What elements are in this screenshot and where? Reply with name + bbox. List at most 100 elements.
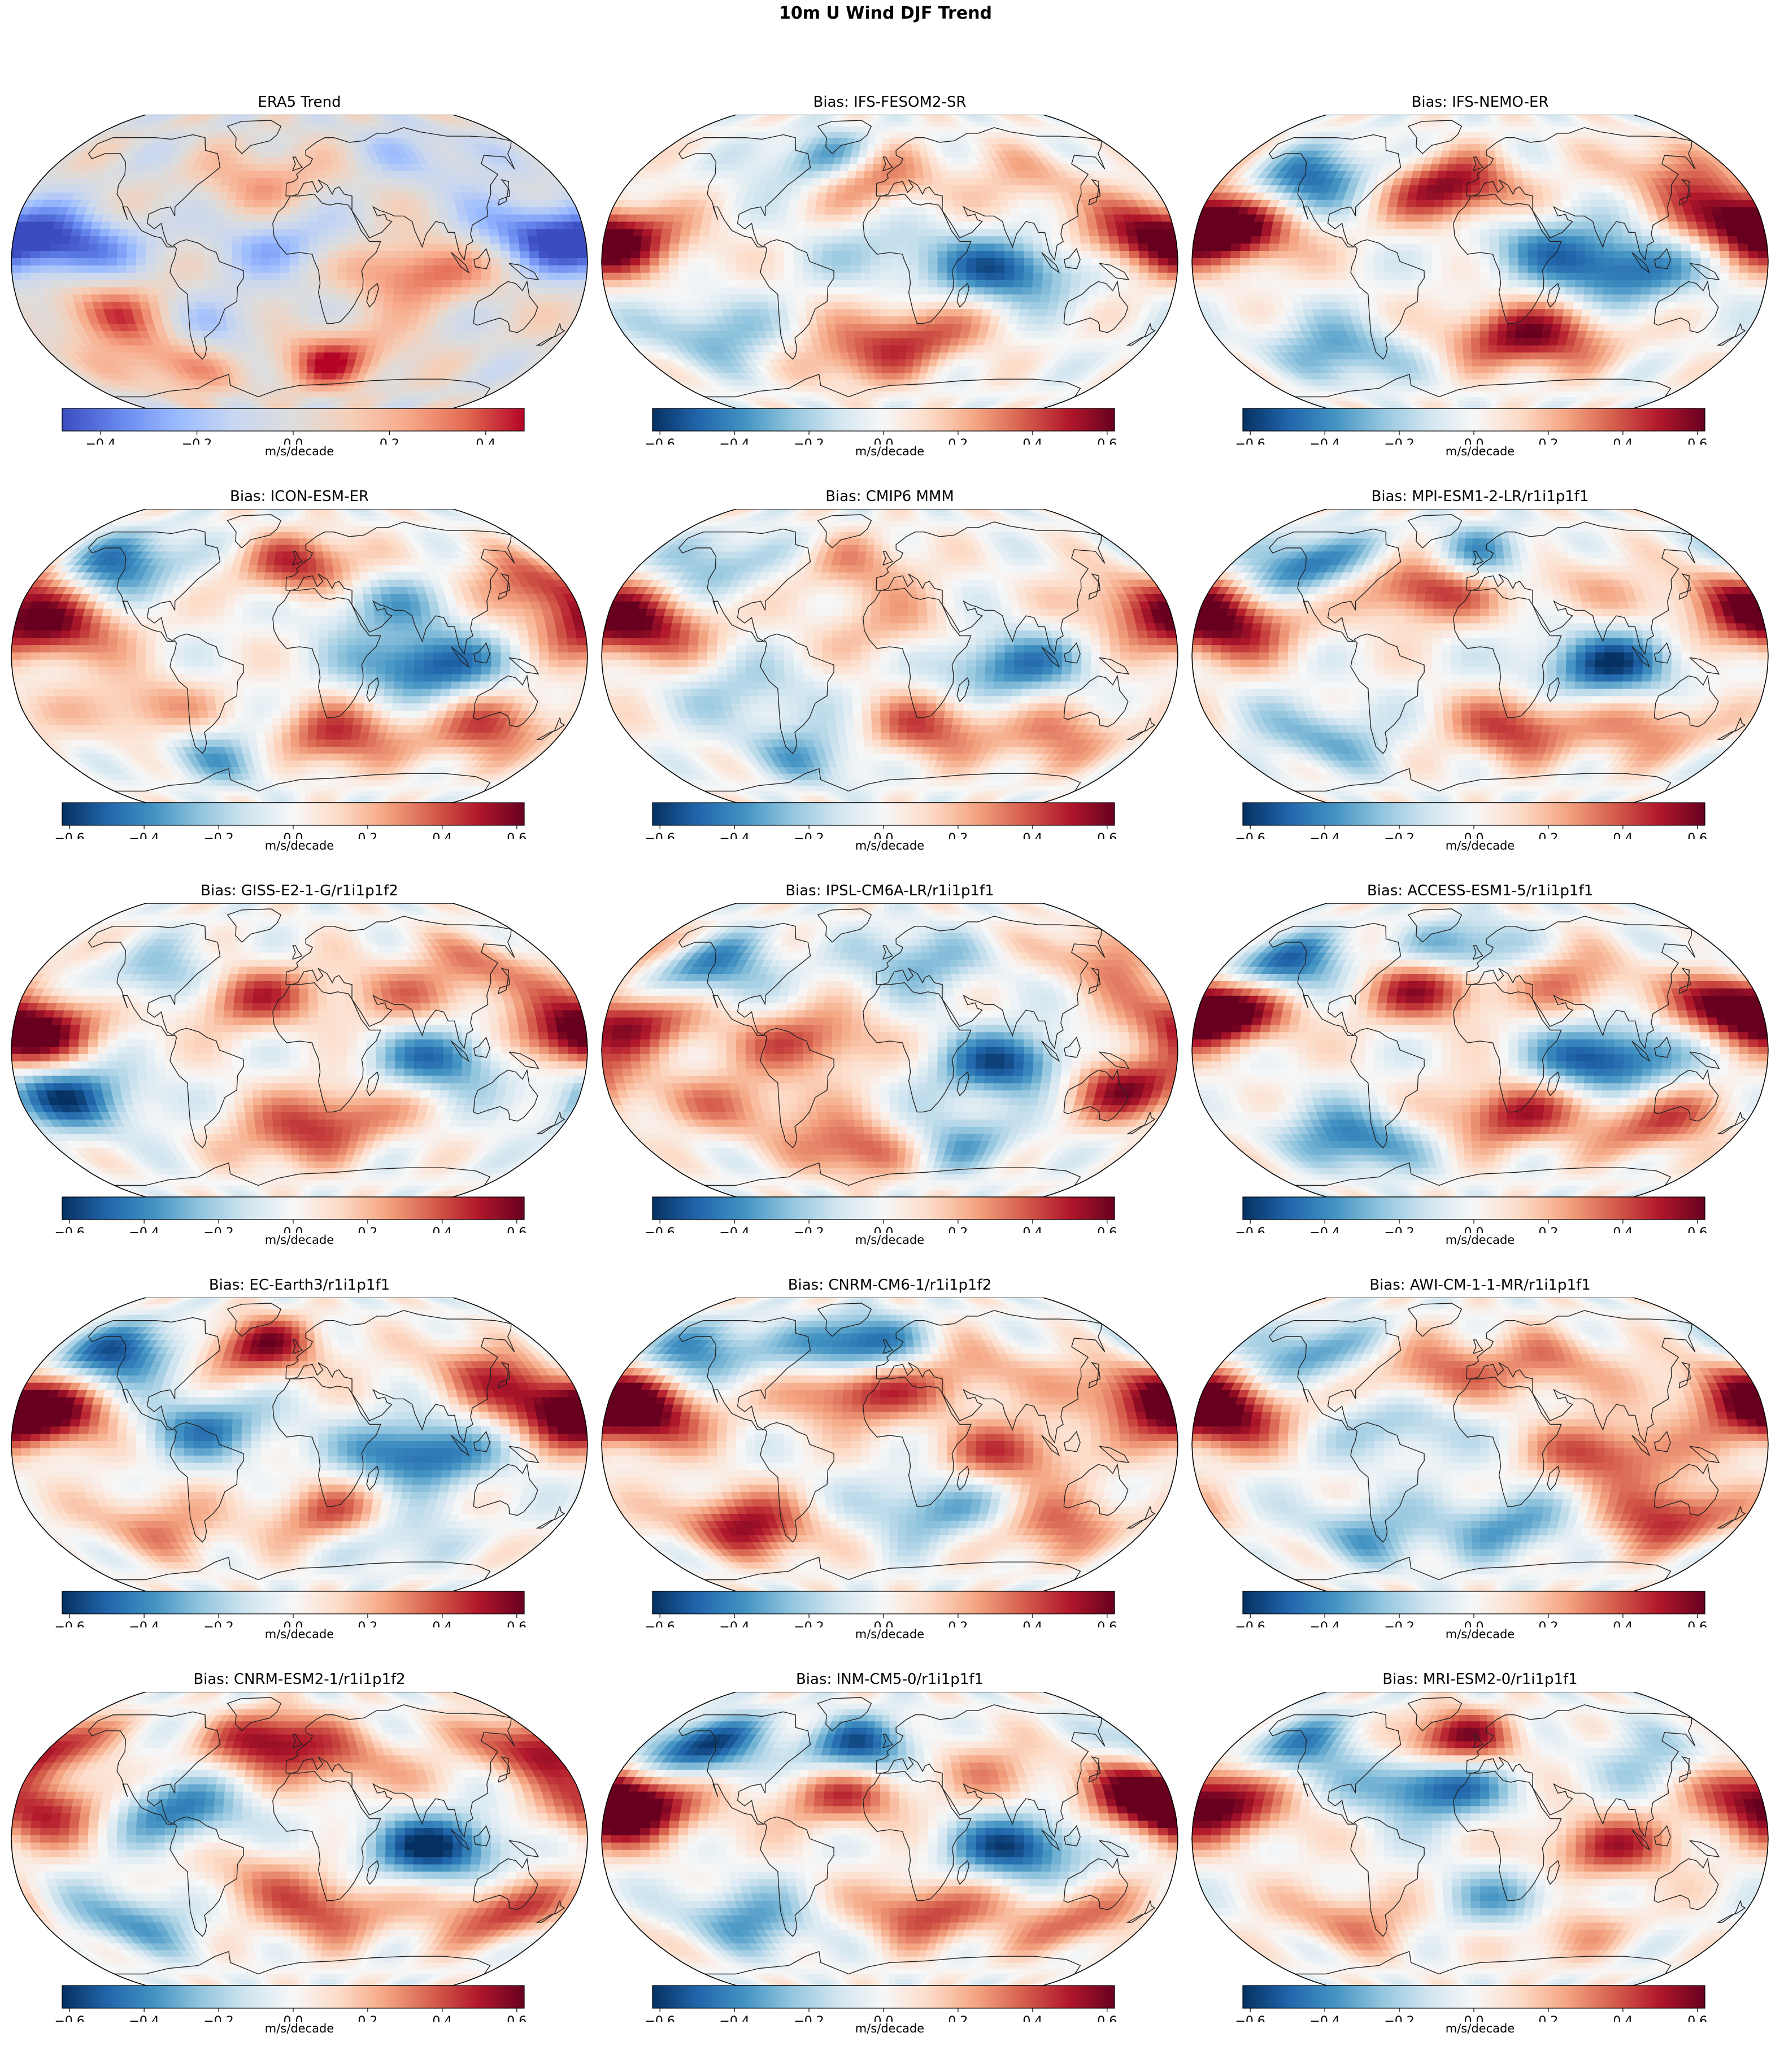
map-border — [601, 115, 1178, 409]
robinson-map — [1191, 115, 1769, 409]
colorbar-tick-label: 0.6 — [1687, 1620, 1707, 1627]
coastlines — [88, 1697, 565, 1975]
robinson-map — [601, 1298, 1178, 1592]
colorbar-tick-label: −0.6 — [1235, 1620, 1265, 1627]
trend-field — [602, 903, 1178, 1197]
colorbar-label: m/s/decade — [1186, 1627, 1771, 1641]
map-panel: Bias: GISS-E2-1-G/r1i1p1f2 −0.6 −0.4 −0.2 0.… — [6, 881, 593, 1276]
map-panel: Bias: CNRM-CM6-1/r1i1p1f2 −0.6 −0.4 −0.2 0.0… — [596, 1275, 1183, 1670]
trend-field — [11, 115, 588, 408]
map-border — [1191, 903, 1769, 1198]
trend-field — [1192, 1692, 1768, 1986]
colorbar-label: m/s/decade — [1186, 445, 1771, 458]
panel-title: Bias: ACCESS-ESM1-5/r1i1p1f1 — [1186, 881, 1771, 901]
colorbar-tick-label: 0.6 — [1097, 437, 1117, 445]
map-border — [1191, 1298, 1769, 1592]
colorbar-tick-label: 0.2 — [1538, 1620, 1558, 1627]
colorbar-tick-label: −0.4 — [85, 437, 115, 445]
colorbar-tick-label: 0.6 — [507, 2014, 526, 2022]
map-border — [1191, 1692, 1769, 1986]
colorbar-tick-label: −0.2 — [182, 437, 212, 445]
colorbar-tick-label: −0.2 — [1384, 832, 1414, 839]
robinson-map — [601, 1692, 1178, 1986]
colorbar-tick-label: −0.4 — [1309, 1620, 1339, 1627]
robinson-map — [11, 509, 588, 803]
colorbar-tick-label: 0.6 — [1687, 1226, 1707, 1233]
map-border — [1191, 509, 1769, 803]
colorbar-tick-label: 0.6 — [1097, 832, 1117, 839]
colorbar-gradient — [62, 1591, 525, 1614]
colorbar-tick-label: 0.2 — [1538, 2014, 1558, 2022]
colorbar-tick-label: 0.6 — [1097, 1226, 1117, 1233]
trend-field — [602, 1692, 1178, 1986]
colorbar-tick-label: −0.4 — [1309, 437, 1339, 445]
map-panel: Bias: INM-CM5-0/r1i1p1f1 −0.6 −0.4 −0.2 0.0 0… — [596, 1669, 1183, 2065]
colorbar-tick-label: 0.0 — [1464, 437, 1484, 445]
map-panel: Bias: IFS-FESOM2-SR −0.6 −0.4 −0.2 0.0 0.2 0.4… — [596, 92, 1183, 487]
colorbar-gradient — [1242, 408, 1705, 432]
panel-title: Bias: AWI-CM-1-1-MR/r1i1p1f1 — [1186, 1275, 1771, 1295]
panel-title: ERA5 Trend — [6, 92, 593, 112]
colorbar-tick-label: 0.0 — [874, 437, 894, 445]
panel-title: Bias: MPI-ESM1-2-LR/r1i1p1f1 — [1186, 486, 1771, 507]
trend-field — [1192, 1298, 1768, 1591]
colorbar-tick-label: −0.6 — [645, 1226, 675, 1233]
colorbar-tick-label: 0.4 — [1613, 1620, 1633, 1627]
colorbar-tick-label: −0.2 — [1384, 1226, 1414, 1233]
map-panel: Bias: MPI-ESM1-2-LR/r1i1p1f1 −0.6 −0.4 −0.2… — [1186, 486, 1771, 882]
map-panel: Bias: CMIP6 MMM −0.6 −0.4 −0.2 0.0 0.2 0.4 0.6 m… — [596, 486, 1183, 882]
colorbar-tick-label: −0.4 — [129, 1620, 159, 1627]
colorbar-tick-label: 0.6 — [1687, 2014, 1707, 2022]
colorbar-tick-label: 0.0 — [1464, 832, 1484, 839]
colorbar-tick-label: −0.6 — [54, 2014, 84, 2022]
colorbar-tick-label: 0.2 — [358, 2014, 377, 2022]
map-border — [601, 1692, 1178, 1986]
colorbar-tick-label: −0.6 — [54, 1620, 84, 1627]
colorbar: −0.6 −0.4 −0.2 0.0 0.2 0.4 0.6 — [645, 1985, 1117, 2022]
colorbar-tick-label: 0.4 — [1613, 437, 1633, 445]
panel-title: Bias: EC-Earth3/r1i1p1f1 — [6, 1275, 593, 1295]
colorbar-label: m/s/decade — [596, 445, 1183, 458]
robinson-map — [601, 509, 1178, 803]
colorbar-tick-label: −0.4 — [719, 1226, 749, 1233]
colorbar-tick-label: −0.6 — [645, 437, 675, 445]
colorbar: −0.6 −0.4 −0.2 0.0 0.2 0.4 0.6 — [1235, 1196, 1707, 1233]
colorbar-tick-label: 0.6 — [1097, 1620, 1117, 1627]
colorbar-tick-label: −0.2 — [794, 437, 824, 445]
colorbar-tick-label: 0.4 — [1022, 2014, 1042, 2022]
trend-field — [11, 903, 588, 1197]
map-panel: Bias: MRI-ESM2-0/r1i1p1f1 −0.6 −0.4 −0.2 0.0… — [1186, 1669, 1771, 2065]
colorbar-tick-label: 0.2 — [358, 832, 377, 839]
colorbar-tick-label: 0.0 — [284, 437, 303, 445]
colorbar-tick-label: 0.0 — [1464, 1226, 1484, 1233]
colorbar: −0.4 −0.2 0.0 0.2 0.4 — [62, 408, 525, 445]
colorbar-tick-label: 0.4 — [432, 832, 452, 839]
colorbar-tick-label: 0.4 — [1022, 437, 1042, 445]
coastlines — [88, 514, 565, 792]
panel-title: Bias: CNRM-ESM2-1/r1i1p1f2 — [6, 1669, 593, 1690]
colorbar-gradient — [652, 1196, 1115, 1220]
colorbar-tick-label: −0.6 — [1235, 1226, 1265, 1233]
colorbar-tick-label: 0.6 — [507, 1226, 526, 1233]
trend-field — [602, 509, 1178, 803]
colorbar-tick-label: 0.2 — [948, 1226, 968, 1233]
figure-title: 10m U Wind DJF Trend — [0, 3, 1771, 23]
trend-field — [11, 509, 588, 803]
robinson-map — [1191, 509, 1769, 803]
colorbar-tick-label: −0.4 — [1309, 1226, 1339, 1233]
map-border — [601, 1298, 1178, 1592]
colorbar-tick-label: −0.4 — [719, 1620, 749, 1627]
colorbar-label: m/s/decade — [6, 1233, 593, 1247]
coastlines — [88, 908, 565, 1186]
colorbar-gradient — [652, 802, 1115, 826]
map-panel: Bias: ACCESS-ESM1-5/r1i1p1f1 −0.6 −0.4 −0.2… — [1186, 881, 1771, 1276]
panel-title: Bias: IFS-FESOM2-SR — [596, 92, 1183, 112]
colorbar-gradient — [652, 408, 1115, 432]
colorbar-tick-label: 0.2 — [380, 437, 399, 445]
map-border — [11, 1298, 588, 1592]
colorbar: −0.6 −0.4 −0.2 0.0 0.2 0.4 0.6 — [1235, 408, 1707, 445]
colorbar-tick-label: 0.6 — [1687, 437, 1707, 445]
colorbar: −0.6 −0.4 −0.2 0.0 0.2 0.4 0.6 — [54, 1196, 526, 1233]
colorbar-label: m/s/decade — [1186, 839, 1771, 852]
panel-title: Bias: GISS-E2-1-G/r1i1p1f2 — [6, 881, 593, 901]
